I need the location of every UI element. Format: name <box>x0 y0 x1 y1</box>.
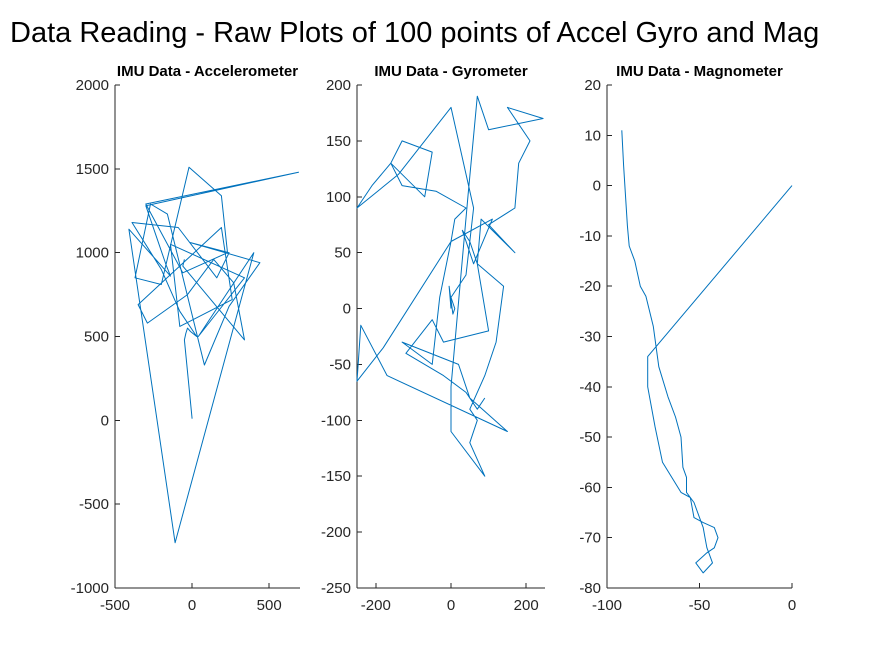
y-tick-label: 1500 <box>76 161 109 178</box>
y-tick-label: 0 <box>101 412 109 429</box>
x-tick-label: 0 <box>188 597 196 614</box>
y-tick-label: 2000 <box>76 77 109 94</box>
y-tick-label: -60 <box>579 479 601 496</box>
x-tick-label: 500 <box>257 597 282 614</box>
subplots: IMU Data - Accelerometer-1000-5000500100… <box>71 63 797 614</box>
x-tick-label: 200 <box>514 597 539 614</box>
y-tick-label: -40 <box>579 379 601 396</box>
y-tick-label: 200 <box>326 77 351 94</box>
y-tick-label: 0 <box>343 301 351 318</box>
subplot-title-accelerometer: IMU Data - Accelerometer <box>117 63 298 80</box>
y-tick-label: 100 <box>326 189 351 206</box>
subplot-magnometer: IMU Data - Magnometer -80 -70 -60 -50 -40 -30 -… <box>579 63 796 614</box>
y-tick-label: 20 <box>584 77 601 94</box>
x-tick-label: -100 <box>592 597 622 614</box>
y-tick-label: -500 <box>79 496 109 513</box>
y-tick-label: 500 <box>84 329 109 346</box>
x-tick-label: -200 <box>361 597 391 614</box>
series-line-gyrometer <box>356 95 544 477</box>
y-tick-label: -1000 <box>71 580 109 597</box>
y-tick-label: -30 <box>579 329 601 346</box>
y-tick-label: -70 <box>579 530 601 547</box>
x-tick-label: 0 <box>788 597 796 614</box>
y-tick-label: -80 <box>579 580 601 597</box>
y-tick-label: -250 <box>321 580 351 597</box>
series-line-accelerometer <box>128 166 299 544</box>
y-tick-label: 50 <box>334 245 351 262</box>
subplot-accelerometer: IMU Data - Accelerometer-1000-5000500100… <box>71 63 300 614</box>
y-tick-label: -20 <box>579 278 601 295</box>
subplot-gyrometer: IMU Data - Gyrometer -250 -200 -150 -100 -50 0… <box>321 63 545 614</box>
y-tick-label: -100 <box>321 412 351 429</box>
y-tick-label: 1000 <box>76 245 109 262</box>
y-tick-label: 150 <box>326 133 351 150</box>
y-tick-label: 0 <box>593 178 601 195</box>
y-tick-label: -50 <box>579 429 601 446</box>
y-tick-label: -50 <box>329 356 351 373</box>
y-tick-label: -150 <box>321 468 351 485</box>
y-tick-label: 10 <box>584 127 601 144</box>
subplot-title-magnometer: IMU Data - Magnometer <box>616 63 783 80</box>
x-tick-label: -500 <box>100 597 130 614</box>
y-tick-label: -10 <box>579 228 601 245</box>
figure-suptitle: Data Reading - Raw Plots of 100 points o… <box>10 17 819 49</box>
x-tick-label: -50 <box>689 597 711 614</box>
y-tick-label: -200 <box>321 524 351 541</box>
series-line-magnometer <box>621 130 793 574</box>
x-tick-label: 0 <box>447 597 455 614</box>
subplot-title-gyrometer: IMU Data - Gyrometer <box>374 63 528 80</box>
